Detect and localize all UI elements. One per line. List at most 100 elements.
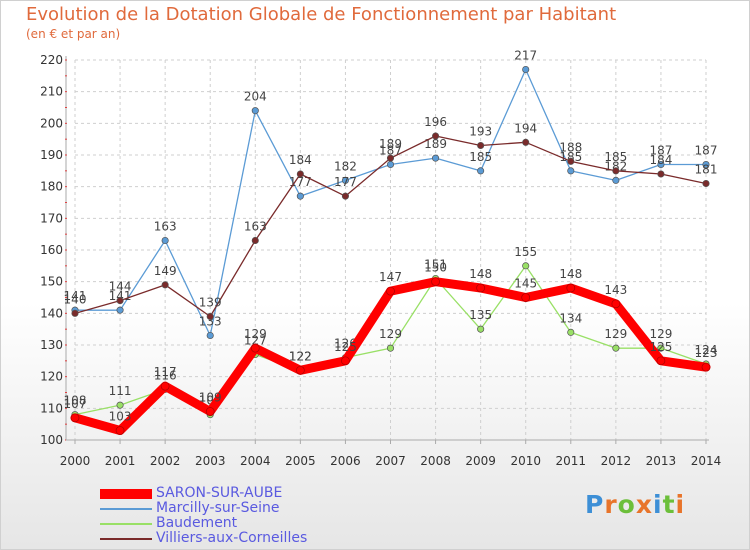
series-3-point-2014 <box>702 179 710 188</box>
x-tick-label-2012: 2012 <box>601 454 632 468</box>
chart-title: Evolution de la Dotation Globale de Fonc… <box>26 4 617 25</box>
series-2-label-2009: 135 <box>469 308 492 322</box>
y-minor-tick-175 <box>65 202 67 203</box>
y-minor-tick-140 <box>65 312 67 314</box>
series-3-point-2000 <box>71 309 79 317</box>
series-1-label-2007: 187 <box>379 144 402 158</box>
series-0-label-2003: 109 <box>199 391 222 405</box>
series-0-label-2012: 143 <box>604 283 627 297</box>
series-0-point-2004 <box>250 343 260 353</box>
series-2-label-2007: 129 <box>379 327 402 341</box>
x-tick-label-2014: 2014 <box>691 454 722 468</box>
y-minor-tick-195 <box>65 138 67 140</box>
x-tick-label-2010: 2010 <box>510 454 541 468</box>
y-tick-label-210: 210 <box>40 85 63 99</box>
y-tick-label-190: 190 <box>40 148 63 162</box>
series-2-label-2000: 108 <box>64 394 87 408</box>
series-3-label-2000: 140 <box>64 292 87 306</box>
x-tick-label-2002: 2002 <box>150 454 181 468</box>
legend-swatch-villiers <box>100 538 152 540</box>
y-minor-tick-125 <box>65 360 67 362</box>
y-minor-tick-155 <box>65 265 67 267</box>
logo-letter-5: t <box>662 490 676 519</box>
series-1-point-2014 <box>702 160 710 169</box>
series-0-label-2011: 148 <box>559 267 582 281</box>
series-0-point-2008 <box>431 277 440 287</box>
series-3-point-2006 <box>341 192 349 200</box>
series-3-label-2014: 181 <box>695 163 718 177</box>
series-1-point-2010 <box>522 65 530 74</box>
series-3-label-2010: 194 <box>514 121 537 135</box>
series-3-label-2012: 185 <box>604 150 627 164</box>
series-0-point-2006 <box>341 356 350 366</box>
series-0-point-2002 <box>160 381 170 391</box>
series-0-label-2014: 123 <box>695 346 718 360</box>
legend-label-marcilly: Marcilly-sur-Seine <box>156 500 280 516</box>
logo-letter-2: o <box>617 490 636 519</box>
series-2-label-2002: 116 <box>154 368 177 382</box>
x-tick-label-2004: 2004 <box>240 454 271 468</box>
y-minor-tick-120 <box>65 376 67 378</box>
series-1-point-2009 <box>477 167 485 175</box>
series-3-point-2005 <box>296 170 304 178</box>
series-1-point-2012 <box>612 176 620 184</box>
series-1-point-2002 <box>161 236 169 245</box>
series-0-label-2001: 103 <box>109 410 132 424</box>
series-0-label-2005: 122 <box>289 349 312 363</box>
x-tick-label-2000: 2000 <box>60 454 91 468</box>
series-1-point-2013 <box>657 160 665 169</box>
x-tick-label-2011: 2011 <box>556 454 587 468</box>
series-2-point-2010 <box>522 262 530 270</box>
series-1-point-2008 <box>432 154 440 162</box>
y-minor-tick-210 <box>65 91 67 93</box>
series-0-point-2013 <box>656 356 666 366</box>
series-3-label-2006: 177 <box>334 175 357 189</box>
y-minor-tick-165 <box>65 233 67 235</box>
x-tick-label-2001: 2001 <box>105 454 136 468</box>
series-3-label-2009: 193 <box>469 125 492 139</box>
y-tick-label-100: 100 <box>40 433 63 447</box>
series-1-label-2014: 187 <box>695 144 718 158</box>
series-1-point-2005 <box>296 192 304 200</box>
series-3-label-2011: 188 <box>559 140 582 154</box>
y-tick-label-120: 120 <box>40 370 63 384</box>
proxiti-logo: Proxiti <box>585 490 685 519</box>
series-1-point-2004 <box>251 107 259 115</box>
series-0-point-2010 <box>521 293 531 302</box>
series-3-point-2007 <box>386 154 395 162</box>
x-tick-label-2007: 2007 <box>375 454 406 468</box>
series-3-point-2004 <box>251 236 259 245</box>
y-tick-label-110: 110 <box>40 401 63 415</box>
series-1-point-2003 <box>206 331 214 340</box>
series-1-label-2009: 185 <box>469 150 492 164</box>
x-tick-label-2009: 2009 <box>465 454 496 468</box>
series-2-point-2011 <box>567 328 575 336</box>
series-3-label-2013: 184 <box>649 153 672 167</box>
series-3-point-2011 <box>567 157 575 165</box>
y-minor-tick-220 <box>65 59 67 61</box>
series-1-label-2004: 204 <box>244 90 267 104</box>
series-0-label-2006: 125 <box>334 340 357 354</box>
y-minor-tick-130 <box>65 344 67 346</box>
series-0-point-2000 <box>70 413 80 423</box>
series-3-point-2002 <box>161 281 169 289</box>
series-0-point-2012 <box>611 299 621 309</box>
y-tick-label-170: 170 <box>40 211 63 225</box>
series-0-label-2002: 117 <box>154 365 177 379</box>
y-minor-tick-145 <box>65 297 67 298</box>
series-2-point-2001 <box>116 401 124 409</box>
series-2-label-2008: 151 <box>424 258 447 272</box>
series-3-label-2001: 144 <box>109 280 132 294</box>
logo-letter-1: r <box>604 490 618 519</box>
y-tick-label-220: 220 <box>40 53 63 67</box>
y-minor-tick-135 <box>65 328 67 330</box>
y-minor-tick-160 <box>65 249 67 251</box>
x-tick-label-2013: 2013 <box>646 454 677 468</box>
y-minor-tick-185 <box>65 170 67 172</box>
series-2-label-2005: 122 <box>289 349 312 363</box>
series-1-label-2002: 163 <box>154 220 177 234</box>
series-3-point-2013 <box>657 170 665 178</box>
legend-swatch-saron <box>100 489 152 499</box>
